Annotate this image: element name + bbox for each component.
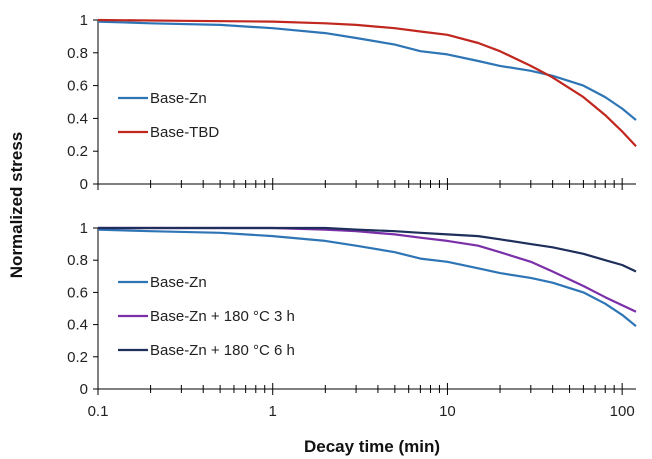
y-tick-label: 0.2 — [67, 349, 88, 366]
chart-panels: 00.20.40.60.81Base-ZnBase-TBD00.20.40.60… — [67, 12, 637, 420]
y-tick-label: 0.6 — [67, 284, 88, 301]
y-axis-title: Normalized stress — [7, 132, 26, 278]
x-tick-label: 10 — [439, 403, 456, 420]
series-line-2 — [98, 226, 637, 313]
y-tick-label: 0.8 — [67, 252, 88, 269]
x-axis-title: Decay time (min) — [304, 437, 440, 456]
y-tick-label: 0.2 — [67, 143, 88, 160]
y-tick-label: 0.6 — [67, 78, 88, 95]
y-tick-label: 0.4 — [67, 317, 88, 334]
series-line-1 — [97, 228, 637, 328]
y-tick-label: 0.4 — [67, 110, 88, 127]
legend-label: Base-Zn + 180 °C 6 h — [150, 342, 295, 359]
y-tick-label: 0.8 — [67, 45, 88, 62]
legend-label: Base-Zn — [150, 274, 207, 291]
series-line-1 — [97, 20, 637, 121]
x-tick-label: 0.1 — [88, 403, 109, 420]
x-tick-label: 1 — [269, 403, 277, 420]
y-tick-label: 0 — [80, 381, 88, 398]
legend-label: Base-TBD — [150, 124, 219, 141]
y-tick-label: 1 — [80, 220, 88, 237]
x-tick-label: 100 — [610, 403, 635, 420]
panel-2: 0 0.2 0.4 0.6 0.8 1 0.1 1 10 100 Base-Zn Base-Zn + … — [67, 220, 637, 420]
legend-label: Base-Zn — [150, 90, 207, 107]
series-line-3 — [98, 226, 637, 273]
legend-label: Base-Zn + 180 °C 3 h — [150, 308, 295, 325]
panel-1: 0 0.2 0.4 0.6 0.8 1 Base-Zn Base-TBD — [67, 12, 637, 193]
y-tick-label: 0 — [80, 176, 88, 193]
series-line-2 — [97, 18, 637, 148]
y-tick-label: 1 — [80, 12, 88, 29]
